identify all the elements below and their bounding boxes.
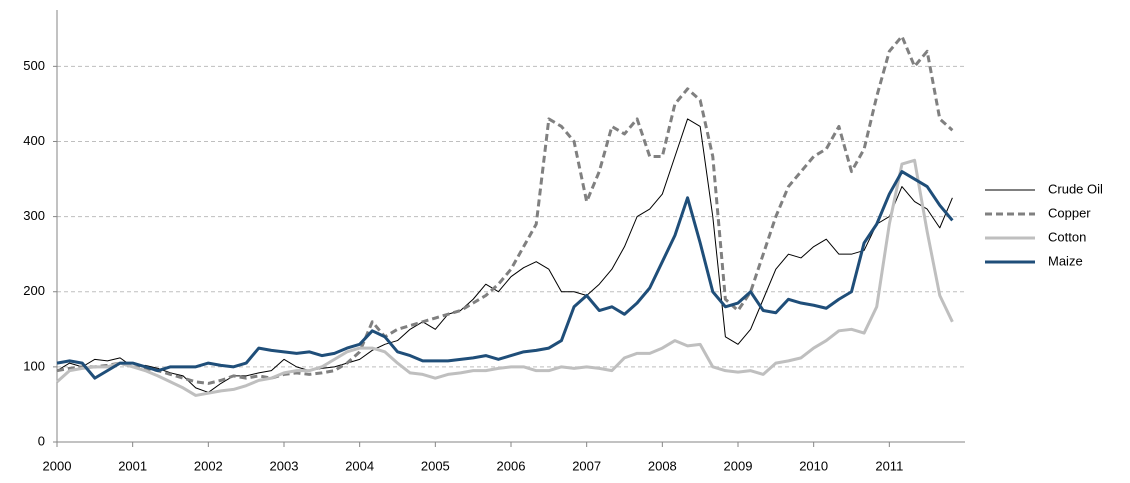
y-tick-label: 500: [23, 58, 45, 73]
x-tick-label: 2004: [345, 458, 374, 473]
legend-label: Cotton: [1048, 229, 1086, 244]
y-tick-label: 200: [23, 283, 45, 298]
x-tick-label: 2008: [648, 458, 677, 473]
series-line: [56, 34, 954, 385]
legend-label: Crude Oil: [1048, 181, 1103, 196]
x-tick-label: 2002: [194, 458, 223, 473]
y-tick-label: 0: [38, 433, 45, 448]
y-tick-label: 100: [23, 358, 45, 373]
x-tick-label: 2000: [43, 458, 72, 473]
legend-label: Maize: [1048, 253, 1083, 268]
x-tick-label: 2010: [799, 458, 828, 473]
y-tick-label: 300: [23, 208, 45, 223]
series-line: [56, 118, 953, 393]
series-line: [56, 170, 954, 380]
x-tick-label: 2009: [724, 458, 753, 473]
y-tick-label: 400: [23, 133, 45, 148]
x-tick-label: 2011: [875, 458, 903, 473]
x-tick-label: 2006: [497, 458, 526, 473]
x-tick-label: 2001: [118, 458, 147, 473]
x-tick-label: 2003: [270, 458, 299, 473]
x-tick-label: 2005: [421, 458, 450, 473]
series-line: [56, 158, 954, 397]
legend-label: Copper: [1048, 205, 1091, 220]
x-tick-label: 2007: [572, 458, 601, 473]
